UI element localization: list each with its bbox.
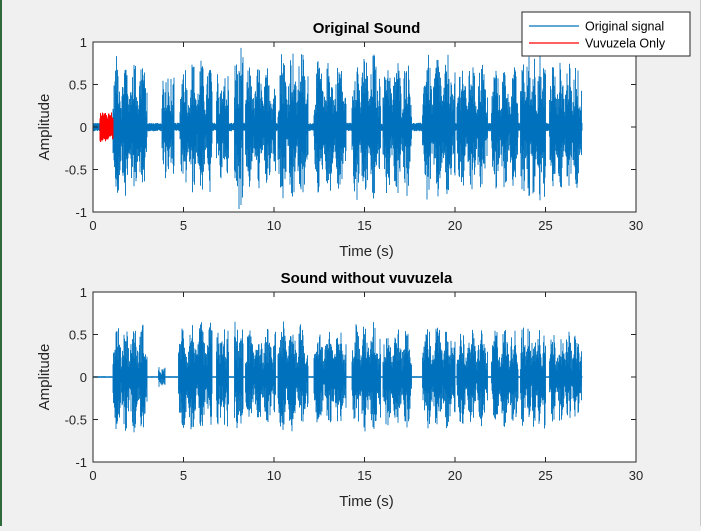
y-tick-label: -1	[75, 455, 87, 470]
x-tick-label: 15	[357, 218, 371, 233]
y-tick-label: 0	[80, 120, 87, 135]
x-tick-label: 30	[629, 468, 643, 483]
x-tick-label: 25	[538, 218, 552, 233]
y-tick-label: 0.5	[69, 78, 87, 93]
x-tick-label: 5	[180, 218, 187, 233]
x-tick-label: 5	[180, 468, 187, 483]
plot-data	[93, 47, 583, 209]
y-tick-label: 0	[80, 370, 87, 385]
x-tick-label: 25	[538, 468, 552, 483]
y-tick-label: -0.5	[65, 413, 87, 428]
chart-title: Sound without vuvuzela	[281, 270, 453, 287]
y-tick-label: 1	[80, 285, 87, 300]
x-axis-label: Time (s)	[339, 243, 393, 260]
x-tick-label: 10	[267, 468, 281, 483]
x-tick-label: 0	[89, 218, 96, 233]
y-tick-label: 1	[80, 35, 87, 50]
axes-2: 0 5 10 15 20 25 30 1 0.5 0 -0.5 -1 Sound without vuv…	[36, 270, 643, 510]
legend-box	[521, 11, 691, 57]
x-axis-label: Time (s)	[339, 493, 393, 510]
x-tick-label: 0	[89, 468, 96, 483]
y-tick-label: 0.5	[69, 328, 87, 343]
series-line-2	[99, 112, 114, 142]
y-axis-label: Amplitude	[36, 94, 53, 161]
x-tick-label: 15	[357, 468, 371, 483]
y-tick-label: -1	[75, 205, 87, 220]
x-tick-label: 10	[267, 218, 281, 233]
x-tick-label: 20	[448, 218, 462, 233]
axes-1: 0 5 10 15 20 25 30 1 0.5 0 -0.5 -1 Original Sound Tim…	[36, 11, 691, 260]
x-tick-label: 30	[629, 218, 643, 233]
legend: Original signal Vuvuzela Only	[521, 11, 691, 57]
x-tick-label: 20	[448, 468, 462, 483]
y-axis-label: Amplitude	[36, 344, 53, 411]
plot-data	[93, 321, 583, 433]
y-tick-label: -0.5	[65, 163, 87, 178]
legend-label-2: Vuvuzela Only	[585, 37, 666, 51]
chart-title: Original Sound	[313, 20, 421, 37]
legend-label-1: Original signal	[585, 20, 664, 34]
